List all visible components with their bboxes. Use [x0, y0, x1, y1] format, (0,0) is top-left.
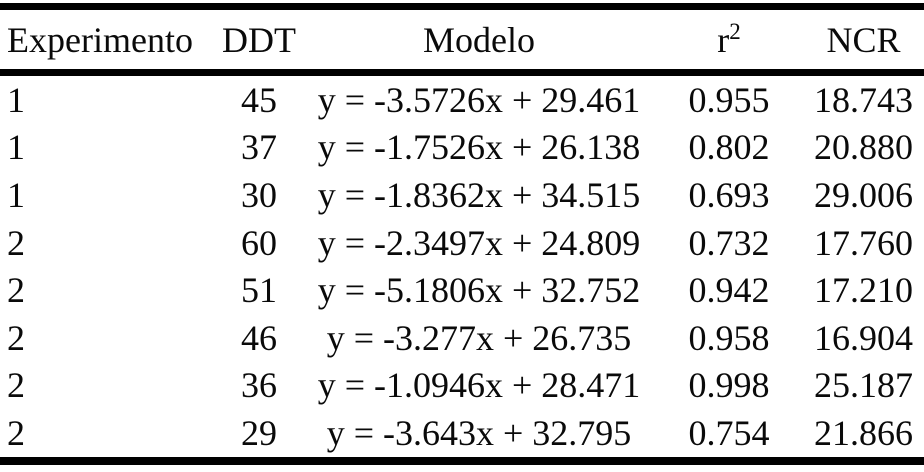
cell-modelo: y = -5.1806x + 32.752 — [317, 270, 641, 311]
cell-ddt: 51 — [241, 270, 277, 311]
table-row: 2 60 y = -2.3497x + 24.809 0.732 17.760 — [0, 219, 924, 267]
cell-ncr: 17.210 — [814, 270, 913, 311]
r-squared-exponent: 2 — [729, 18, 741, 44]
cell-r2: 0.955 — [688, 79, 770, 120]
cell-ncr: 17.760 — [814, 222, 913, 263]
cell-ddt: 37 — [241, 127, 277, 168]
table-body: 1 45 y = -3.5726x + 29.461 0.955 18.743 … — [0, 76, 924, 457]
cell-experimento: 2 — [7, 317, 25, 358]
column-header-r-squared: r2 — [655, 19, 803, 61]
cell-ddt: 60 — [241, 222, 277, 263]
table-row: 2 46 y = -3.277x + 26.735 0.958 16.904 — [0, 314, 924, 362]
cell-r2: 0.958 — [688, 317, 770, 358]
table-row: 2 51 y = -5.1806x + 32.752 0.942 17.210 — [0, 266, 924, 314]
cell-ddt: 46 — [241, 317, 277, 358]
cell-r2: 0.942 — [688, 270, 770, 311]
cell-ncr: 16.904 — [814, 317, 913, 358]
cell-modelo: y = -1.7526x + 26.138 — [317, 127, 641, 168]
table-row: 1 37 y = -1.7526x + 26.138 0.802 20.880 — [0, 124, 924, 172]
cell-modelo: y = -1.8362x + 34.515 — [317, 174, 641, 215]
cell-r2: 0.693 — [688, 174, 770, 215]
cell-experimento: 1 — [7, 174, 25, 215]
table-top-rule — [0, 3, 924, 10]
cell-ncr: 21.866 — [814, 412, 913, 453]
column-header-ncr: NCR — [826, 19, 901, 60]
table-row: 2 29 y = -3.643x + 32.795 0.754 21.866 — [0, 409, 924, 457]
cell-ddt: 30 — [241, 174, 277, 215]
cell-modelo: y = -3.277x + 26.735 — [326, 317, 632, 358]
cell-r2: 0.802 — [688, 127, 770, 168]
table-row: 2 36 y = -1.0946x + 28.471 0.998 25.187 — [0, 362, 924, 410]
table-bottom-rule — [0, 457, 924, 465]
cell-experimento: 2 — [7, 270, 25, 311]
cell-ncr: 29.006 — [814, 174, 913, 215]
table-row: 1 45 y = -3.5726x + 29.461 0.955 18.743 — [0, 76, 924, 124]
cell-ddt: 36 — [241, 365, 277, 406]
column-header-ddt: DDT — [222, 19, 296, 60]
cell-experimento: 2 — [7, 365, 25, 406]
cell-r2: 0.998 — [688, 365, 770, 406]
cell-ncr: 18.743 — [814, 79, 913, 120]
cell-experimento: 2 — [7, 222, 25, 263]
cell-modelo: y = -1.0946x + 28.471 — [317, 365, 641, 406]
cell-modelo: y = -3.643x + 32.795 — [326, 412, 632, 453]
cell-experimento: 1 — [7, 127, 25, 168]
table-row: 1 30 y = -1.8362x + 34.515 0.693 29.006 — [0, 171, 924, 219]
cell-ncr: 25.187 — [814, 365, 913, 406]
table-header-rule — [0, 69, 924, 76]
column-header-modelo: Modelo — [423, 19, 535, 60]
cell-modelo: y = -2.3497x + 24.809 — [317, 222, 641, 263]
cell-r2: 0.754 — [688, 412, 770, 453]
cell-ddt: 45 — [241, 79, 277, 120]
table-header-row: Experimento DDT Modelo r2 NCR — [0, 10, 924, 69]
cell-experimento: 1 — [7, 79, 25, 120]
column-header-experimento: Experimento — [7, 19, 193, 60]
cell-r2: 0.732 — [688, 222, 770, 263]
cell-experimento: 2 — [7, 412, 25, 453]
cell-modelo: y = -3.5726x + 29.461 — [317, 79, 641, 120]
cell-ddt: 29 — [241, 412, 277, 453]
cell-ncr: 20.880 — [814, 127, 913, 168]
r-squared-base: r — [717, 19, 730, 60]
